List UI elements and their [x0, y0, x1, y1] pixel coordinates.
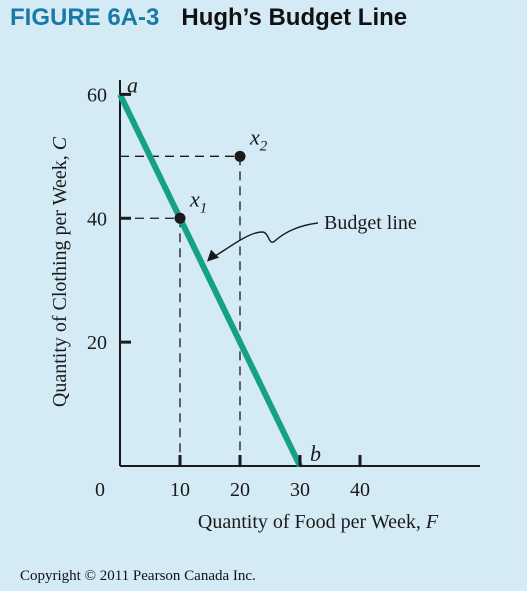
point-label-x2: x2: [249, 124, 268, 154]
annotation-arrow-line: [213, 222, 319, 258]
x-tick-label-30: 30: [290, 479, 310, 501]
data-point-x1: [174, 212, 186, 224]
y-axis-title-text: Quantity of Clothing per Week,: [49, 150, 71, 407]
budget-line-annotation: Budget line: [324, 212, 417, 234]
y-axis-title-var: C: [49, 136, 71, 150]
series-line-budget: [117, 93, 303, 468]
point-label-x1: x1: [189, 186, 207, 216]
y-tick-label-40: 40: [87, 208, 107, 230]
x-tick-label-10: 10: [170, 479, 190, 501]
copyright-notice: Copyright © 2011 Pearson Canada Inc.: [20, 568, 256, 584]
x-tick-label-20: 20: [230, 479, 250, 501]
x-tick-label-0: 0: [95, 479, 105, 501]
y-axis-title: Quantity of Clothing per Week, C: [49, 136, 71, 407]
axis-ticks: a b 0 10 20 30 40 20 40 60: [87, 72, 370, 501]
y-tick-label-20: 20: [87, 332, 107, 354]
x-axis-title-text: Quantity of Food per Week,: [198, 511, 426, 533]
endpoint-label-a: a: [127, 72, 138, 97]
annotation-arrow-head: [207, 249, 219, 262]
data-point-x2: [234, 150, 246, 162]
x-axis-title-var: F: [425, 511, 439, 533]
plot-area: x1 x2: [117, 80, 480, 468]
figure-header: FIGURE 6A-3 Hugh’s Budget Line: [10, 4, 407, 32]
figure-number: FIGURE 6A-3: [10, 4, 160, 31]
x-axis-title: Quantity of Food per Week, F: [198, 511, 439, 533]
y-tick-label-60: 60: [87, 84, 107, 106]
endpoint-label-b: b: [310, 441, 321, 466]
figure-title: Hugh’s Budget Line: [181, 4, 408, 31]
x-tick-label-40: 40: [350, 479, 370, 501]
